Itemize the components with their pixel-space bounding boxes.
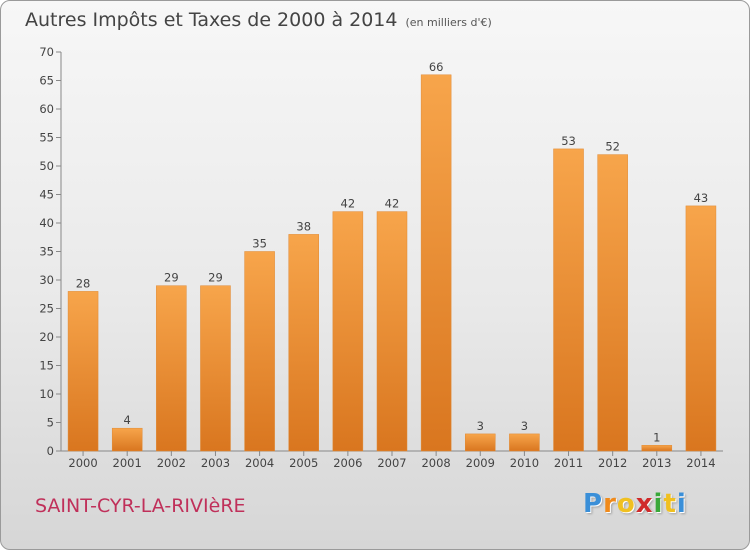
- logo-letter: x: [635, 489, 654, 519]
- chart-title: Autres Impôts et Taxes de 2000 à 2014 (en…: [25, 9, 492, 31]
- y-tick-label: 30: [39, 273, 54, 287]
- bar-2006: [332, 211, 364, 452]
- data-label-2009: 3: [477, 419, 484, 433]
- data-label-2008: 66: [429, 60, 444, 74]
- y-tick-label: 0: [47, 444, 54, 458]
- y-tick-label: 20: [39, 330, 54, 344]
- x-tick-label: 2010: [510, 456, 539, 470]
- x-tick-label: 2005: [289, 456, 318, 470]
- x-tick-label: 2001: [113, 456, 142, 470]
- bar-2001: [111, 427, 143, 452]
- bar-2014: [685, 205, 717, 452]
- x-tick-label: 2013: [642, 456, 671, 470]
- data-label-2010: 3: [521, 419, 528, 433]
- data-label-2004: 35: [252, 237, 267, 251]
- data-label-2013: 1: [653, 430, 660, 444]
- chart-title-text: Autres Impôts et Taxes de 2000 à 2014: [25, 9, 398, 31]
- x-tick-label: 2000: [68, 456, 97, 470]
- x-tick-label: 2009: [466, 456, 495, 470]
- y-tick-label: 55: [39, 131, 54, 145]
- y-tick-label: 35: [39, 245, 54, 259]
- x-tick-label: 2008: [421, 456, 450, 470]
- bar-2003: [200, 285, 231, 452]
- x-tick-label: 2003: [201, 456, 230, 470]
- bar-2012: [597, 154, 628, 452]
- data-label-2001: 4: [124, 413, 131, 427]
- bar-2007: [376, 211, 408, 452]
- logo-letter: t: [663, 489, 677, 519]
- x-tick-label: 2004: [245, 456, 274, 470]
- logo-letter: i: [676, 489, 687, 519]
- data-label-2007: 42: [385, 197, 400, 211]
- data-label-2006: 42: [341, 197, 356, 211]
- data-label-2005: 38: [296, 219, 311, 233]
- x-tick-label: 2012: [598, 456, 627, 470]
- data-label-2012: 52: [605, 140, 620, 154]
- data-label-2003: 29: [208, 271, 223, 285]
- x-tick-label: 2011: [554, 456, 583, 470]
- proxiti-logo: Proxiti: [583, 489, 687, 519]
- logo-letter: r: [603, 489, 617, 519]
- y-tick-label: 40: [39, 216, 54, 230]
- data-label-2000: 28: [76, 276, 91, 290]
- bar-2009: [465, 433, 496, 452]
- chart-unit-text: (en milliers d'€): [405, 16, 492, 29]
- y-tick-label: 45: [39, 188, 54, 202]
- y-tick-label: 25: [39, 302, 54, 316]
- x-tick-label: 2006: [333, 456, 362, 470]
- y-tick-label: 5: [47, 416, 54, 430]
- y-tick-label: 50: [39, 159, 54, 173]
- data-label-2014: 43: [694, 191, 709, 205]
- data-label-2002: 29: [164, 271, 179, 285]
- x-tick-label: 2007: [377, 456, 406, 470]
- y-tick-label: 65: [39, 74, 54, 88]
- data-label-2011: 53: [561, 134, 576, 148]
- bar-2013: [641, 445, 673, 452]
- y-tick-label: 60: [39, 102, 54, 116]
- y-tick-label: 70: [39, 45, 54, 59]
- x-tick-label: 2014: [686, 456, 715, 470]
- logo-letter: P: [583, 489, 604, 519]
- y-tick-label: 15: [39, 359, 54, 373]
- bar-2011: [553, 148, 584, 452]
- logo-letter: o: [616, 489, 636, 519]
- x-tick-label: 2002: [157, 456, 186, 470]
- bar-2005: [288, 234, 319, 452]
- logo-letter: i: [653, 489, 664, 519]
- y-tick-label: 10: [39, 387, 54, 401]
- bar-2000: [67, 291, 99, 452]
- bar-2010: [509, 433, 540, 452]
- bar-2002: [156, 285, 187, 452]
- commune-name: SAINT-CYR-LA-RIVIèRE: [35, 495, 246, 517]
- bar-2004: [244, 251, 275, 452]
- bar-2008: [420, 74, 452, 452]
